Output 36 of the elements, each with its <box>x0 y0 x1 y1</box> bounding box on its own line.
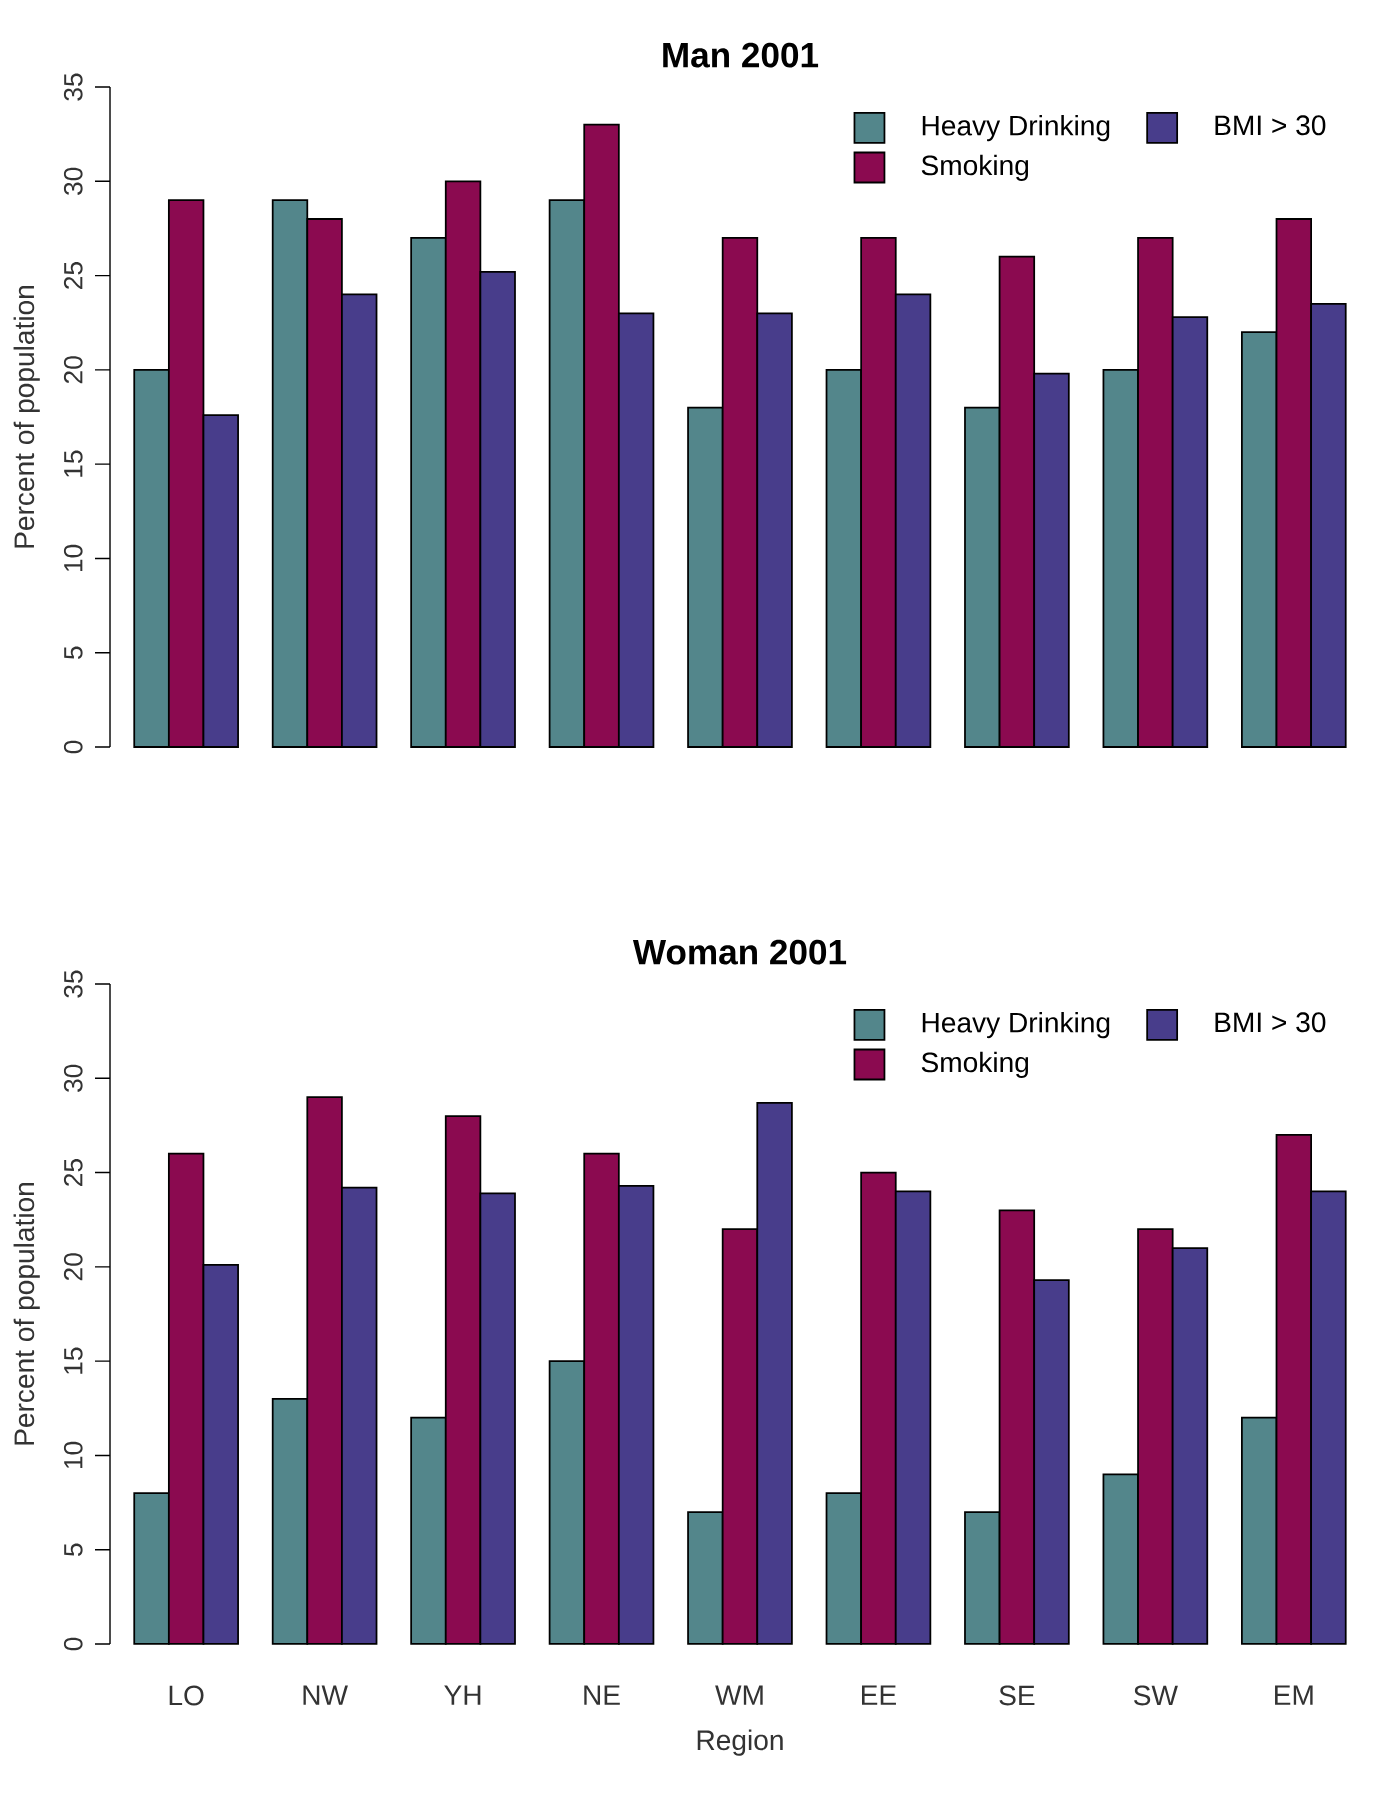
legend-label: Heavy Drinking <box>922 114 1110 142</box>
y-tick-label: 5 <box>64 1543 83 1556</box>
x-tick-label: EE <box>862 1685 896 1705</box>
x-tick-label: LO <box>169 1685 204 1706</box>
legend-label: Heavy Drinking <box>922 1011 1110 1039</box>
x-tick-label: SE <box>999 1685 1035 1706</box>
y-tick-label: 5 <box>64 646 83 659</box>
y-tick-label: 15 <box>64 450 83 477</box>
y-tick-label: 10 <box>63 1441 83 1469</box>
x-tick-label: EM <box>1275 1685 1313 1705</box>
y-tick-label: 25 <box>63 1159 83 1186</box>
y-axis-title: Percent of population <box>13 1183 40 1445</box>
legend-label: BMI > 30 <box>1215 115 1326 136</box>
legend-label: Smoking <box>921 154 1029 181</box>
x-axis-title: Region <box>697 1729 783 1756</box>
chart-title: Man 2001 <box>663 42 819 68</box>
legend-label: BMI > 30 <box>1215 1012 1326 1033</box>
y-tick-label: 30 <box>63 167 83 195</box>
x-tick-label: WM <box>715 1685 763 1705</box>
y-tick-label: 35 <box>63 73 83 101</box>
legend-label: Smoking <box>921 1051 1029 1078</box>
y-tick-label: 0 <box>63 740 83 754</box>
x-tick-label: YH <box>444 1685 481 1705</box>
chart-title: Woman 2001 <box>632 939 847 965</box>
x-tick-label: SW <box>1133 1685 1178 1706</box>
x-tick-label: NW <box>303 1685 348 1705</box>
y-tick-label: 20 <box>63 1253 83 1281</box>
y-tick-label: 0 <box>63 1637 83 1651</box>
y-tick-label: 30 <box>63 1064 83 1092</box>
x-tick-label: NE <box>584 1685 620 1705</box>
y-tick-label: 15 <box>64 1347 83 1374</box>
y-axis-title: Percent of population <box>13 286 40 548</box>
y-tick-label: 20 <box>63 356 83 384</box>
y-tick-label: 10 <box>63 544 83 572</box>
y-tick-label: 25 <box>63 262 83 289</box>
y-tick-label: 35 <box>63 970 83 998</box>
